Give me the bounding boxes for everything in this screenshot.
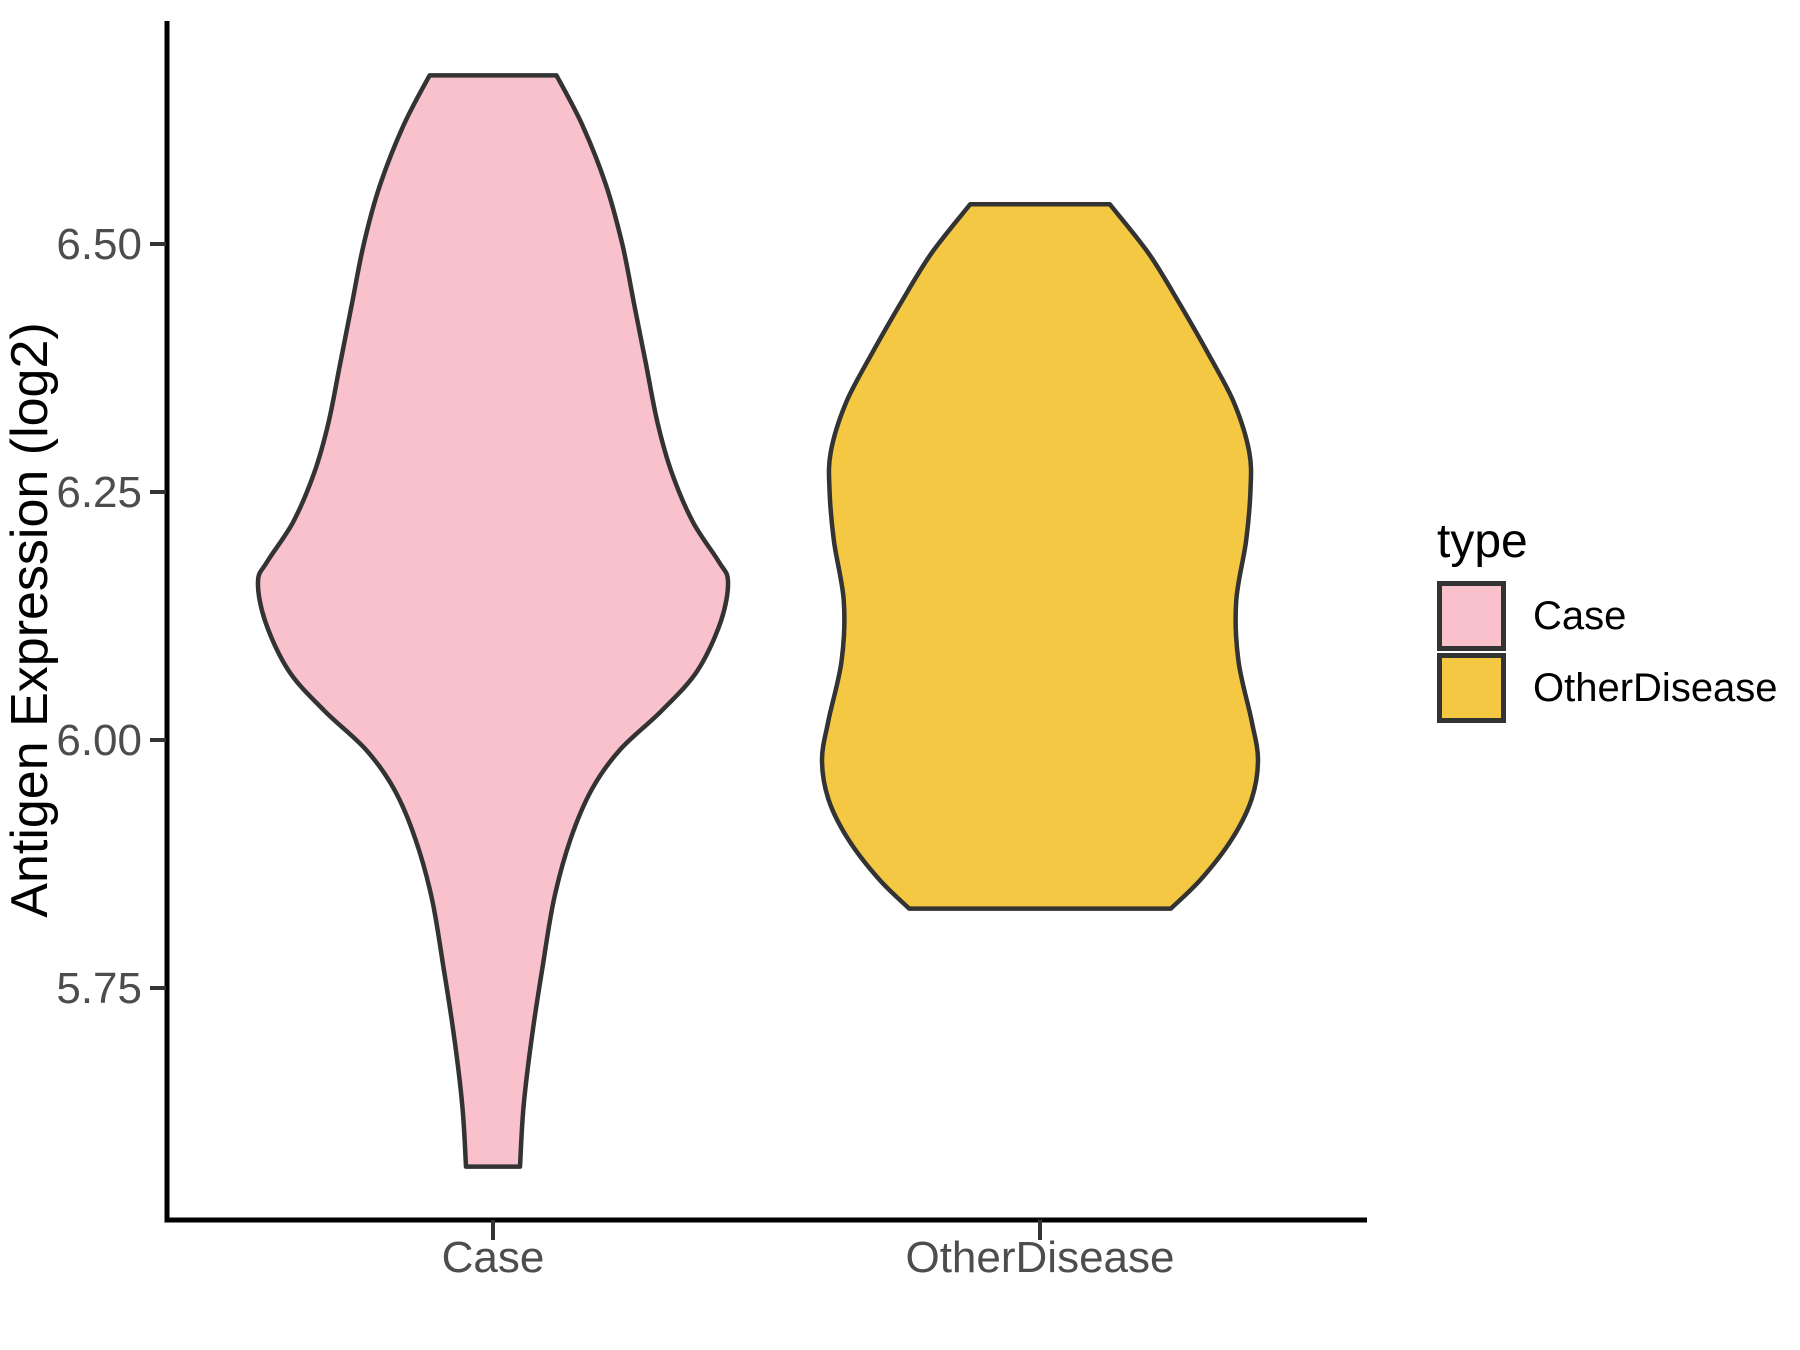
legend-item-otherdisease: OtherDisease bbox=[1437, 653, 1778, 723]
legend-label: OtherDisease bbox=[1533, 665, 1778, 710]
y-axis-tick-label: 6.50 bbox=[56, 220, 142, 269]
x-axis-tick-label: OtherDisease bbox=[905, 1233, 1174, 1282]
axis-ticks-group bbox=[150, 242, 1042, 1240]
legend-label: Case bbox=[1533, 593, 1627, 638]
legend-items: Case OtherDisease bbox=[1437, 581, 1778, 723]
legend-swatch-case bbox=[1437, 581, 1506, 651]
axis-labels-group: 6.50 6.25 6.00 5.75 Case OtherDisease bbox=[56, 220, 1174, 1282]
legend-title: type bbox=[1437, 515, 1528, 568]
legend-swatch-otherdisease bbox=[1437, 653, 1506, 723]
axis-lines bbox=[164, 21, 1367, 1223]
violin-case bbox=[255, 73, 731, 1169]
legend-item-case: Case bbox=[1437, 581, 1778, 651]
y-axis-tick-label: 6.00 bbox=[56, 716, 142, 765]
legend: type Case OtherDisease bbox=[1437, 514, 1778, 723]
violins-group bbox=[255, 73, 1261, 1169]
y-axis-title: Antigen Expression (log2) bbox=[1, 322, 59, 917]
y-axis-tick-label: 5.75 bbox=[56, 964, 142, 1013]
y-axis-tick-label: 6.25 bbox=[56, 468, 142, 517]
violin-otherdisease bbox=[819, 202, 1261, 911]
x-axis-tick-label: Case bbox=[442, 1233, 545, 1282]
